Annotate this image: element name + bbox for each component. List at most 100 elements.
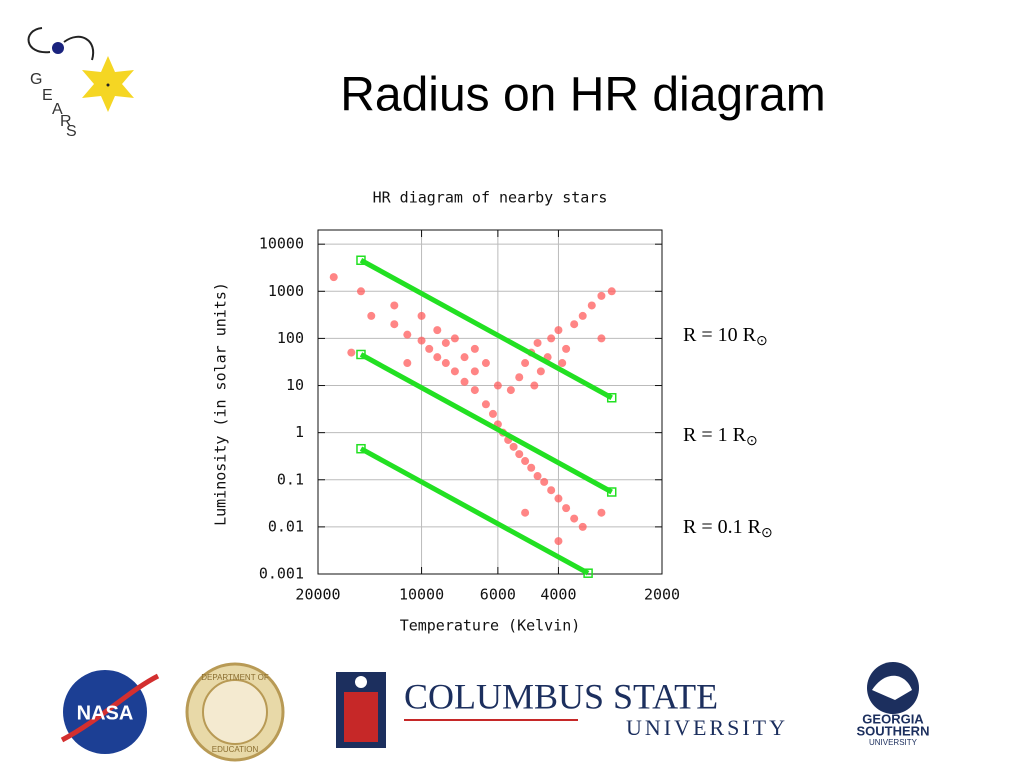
star-point bbox=[515, 373, 524, 382]
y-tick-label: 0.1 bbox=[277, 470, 304, 488]
plot-frame bbox=[317, 229, 663, 575]
star-point bbox=[597, 291, 606, 300]
y-tick-label: 10000 bbox=[259, 235, 304, 253]
plot: 0.001 0.01 0.1 1 10 100 1000 10000 20000 10000 600… bbox=[259, 229, 680, 604]
columbus-name: COLUMBUS STATE bbox=[404, 676, 718, 716]
logo-arc bbox=[63, 35, 95, 61]
line-end-marker bbox=[356, 255, 366, 266]
x-tick-label: 20000 bbox=[295, 586, 340, 604]
radius-annotation: R = 1 R⊙ bbox=[683, 424, 758, 450]
radius-line bbox=[359, 352, 613, 495]
star-point bbox=[597, 508, 606, 517]
star-point bbox=[417, 311, 426, 320]
logo-dot bbox=[106, 83, 110, 87]
x-tick-label: 4000 bbox=[540, 586, 576, 604]
star-point bbox=[607, 287, 616, 296]
annotation-text: R = 1 R bbox=[683, 424, 747, 446]
tower-inner bbox=[344, 692, 378, 742]
star-point bbox=[509, 442, 518, 451]
radius-line bbox=[359, 446, 590, 576]
annotation-text: R = 10 R bbox=[683, 324, 757, 346]
star-point bbox=[527, 463, 536, 472]
star-point bbox=[470, 344, 479, 353]
star-point bbox=[578, 311, 587, 320]
eagle bbox=[872, 675, 912, 700]
line-end-marker bbox=[606, 487, 617, 497]
logo-letter: S bbox=[66, 123, 77, 140]
seal-text: EDUCATION bbox=[212, 745, 259, 754]
logo-arc bbox=[27, 27, 51, 54]
star-point bbox=[470, 386, 479, 395]
y-tick-label: 1000 bbox=[268, 282, 304, 300]
star-point bbox=[425, 344, 434, 353]
star-point bbox=[587, 301, 596, 310]
y-tick-label: 0.001 bbox=[259, 565, 304, 583]
seal-inner bbox=[202, 679, 268, 745]
line-end-marker bbox=[356, 443, 366, 454]
line-end-marker bbox=[356, 349, 366, 360]
x-tick-label: 2000 bbox=[644, 586, 680, 604]
gears-logo: G E A R S bbox=[27, 27, 134, 140]
radius-annotation: R = 10 R⊙ bbox=[683, 324, 768, 350]
clock bbox=[355, 676, 367, 688]
logo-letter: R bbox=[60, 113, 72, 130]
star-point bbox=[433, 326, 442, 335]
gs-text: SOUTHERN bbox=[857, 723, 930, 738]
columbus-logo: COLUMBUS STATE UNIVERSITY bbox=[336, 672, 788, 748]
x-tick-label: 6000 bbox=[480, 586, 516, 604]
star-point bbox=[450, 367, 459, 376]
y-tick-label: 0.01 bbox=[268, 517, 304, 535]
slide-title: Radius on HR diagram bbox=[340, 69, 826, 122]
star-point bbox=[562, 344, 571, 353]
star-point bbox=[547, 334, 556, 343]
star-point bbox=[506, 386, 515, 395]
star-point bbox=[488, 409, 497, 418]
star-point bbox=[460, 353, 469, 362]
star-point bbox=[536, 367, 545, 376]
star-point bbox=[481, 359, 490, 368]
star-point bbox=[597, 334, 606, 343]
annotation-sub: ⊙ bbox=[756, 334, 768, 349]
star-point bbox=[470, 367, 479, 376]
star-point bbox=[578, 522, 587, 531]
star-point bbox=[441, 359, 450, 368]
star-point bbox=[521, 508, 530, 517]
gs-text: UNIVERSITY bbox=[869, 738, 918, 747]
star-point bbox=[367, 311, 376, 320]
star-point bbox=[356, 287, 365, 296]
star-point bbox=[450, 334, 459, 343]
nasa-text: NASA bbox=[77, 702, 134, 724]
star-point bbox=[570, 514, 579, 523]
nasa-swoosh bbox=[60, 673, 160, 743]
annotation-text: R = 0.1 R bbox=[683, 516, 762, 538]
x-axis-label: Temperature (Kelvin) bbox=[400, 617, 581, 635]
star-point bbox=[521, 359, 530, 368]
star-point bbox=[521, 457, 530, 466]
star-point bbox=[441, 338, 450, 347]
star-point bbox=[403, 330, 412, 339]
star-point bbox=[515, 450, 524, 459]
star-point bbox=[562, 504, 571, 513]
star-point bbox=[347, 348, 356, 357]
star-point bbox=[417, 336, 426, 345]
star-point bbox=[530, 381, 539, 390]
logo-letter: E bbox=[42, 87, 53, 104]
logo-planet bbox=[52, 42, 64, 54]
star-point bbox=[540, 477, 549, 486]
star-point bbox=[533, 472, 542, 481]
chart-title: HR diagram of nearby stars bbox=[373, 189, 608, 207]
logo-letter: G bbox=[30, 71, 42, 88]
x-tick-label: 10000 bbox=[399, 586, 444, 604]
star-point bbox=[390, 320, 399, 329]
columbus-sub: UNIVERSITY bbox=[626, 715, 788, 740]
star-point bbox=[403, 359, 412, 368]
star-point bbox=[533, 338, 542, 347]
gs-text: GEORGIA bbox=[862, 711, 924, 726]
y-axis-label: Luminosity (in solar units) bbox=[212, 282, 230, 526]
star-point bbox=[390, 301, 399, 310]
star-point bbox=[558, 359, 567, 368]
star-point bbox=[493, 381, 502, 390]
y-tick-label: 100 bbox=[277, 329, 304, 347]
star-point bbox=[481, 400, 490, 409]
